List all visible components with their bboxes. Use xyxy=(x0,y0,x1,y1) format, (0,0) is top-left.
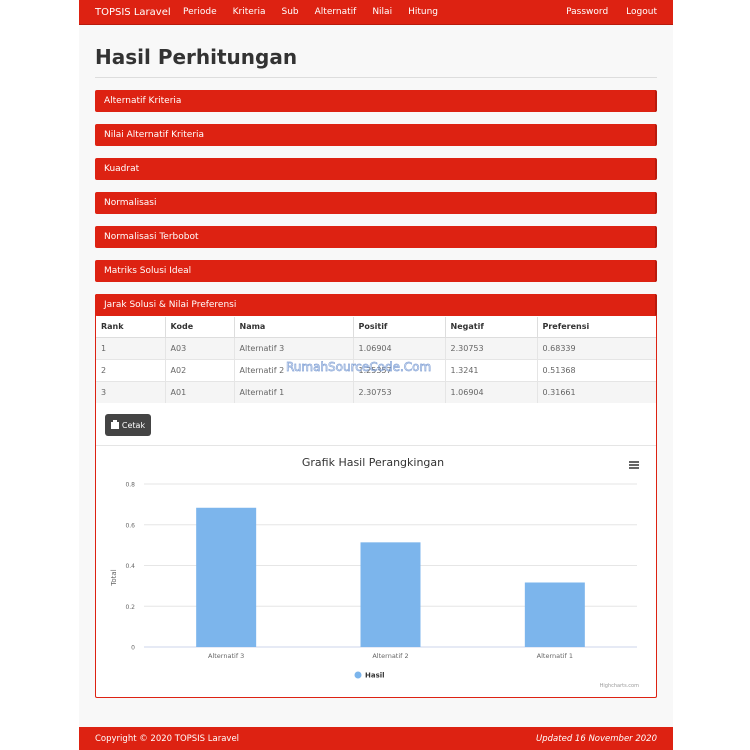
nav-item-password[interactable]: Password xyxy=(566,7,609,17)
footer: Copyright © 2020 TOPSIS Laravel Updated … xyxy=(79,727,673,750)
watermark: RumahSourceCode.Com xyxy=(286,360,432,375)
cell-negatif: 1.3241 xyxy=(445,358,538,381)
cell-nama: Alternatif 1 xyxy=(234,380,354,403)
cell-positif: 1.25357 xyxy=(353,358,446,381)
printer-icon xyxy=(110,419,119,429)
result-panel: Jarak Solusi & Nilai Preferensi Rank Kod… xyxy=(95,294,657,698)
col-header-negatif: Negatif xyxy=(445,317,538,338)
footer-copyright: Copyright © 2020 TOPSIS Laravel xyxy=(95,734,240,744)
ranking-chart: Grafik Hasil Perangkingan 0 0.2 0.4 0.6 0.8 T… xyxy=(104,453,642,693)
x-tick-label: Alternatif 1 xyxy=(537,652,573,660)
nav-menu: Periode Kriteria Sub Alternatif Nilai Hi… xyxy=(183,7,454,17)
bar xyxy=(360,542,421,647)
cell-kode: A02 xyxy=(165,358,235,381)
col-header-rank: Rank xyxy=(96,317,166,338)
nav-item-periode[interactable]: Periode xyxy=(183,7,217,17)
cell-rank: 1 xyxy=(96,336,166,359)
print-button-label: Cetak xyxy=(121,420,146,430)
chart-title: Grafik Hasil Perangkingan xyxy=(301,456,445,469)
cell-preferensi: 0.51368 xyxy=(537,358,656,381)
table-header-row: Rank Kode Nama Positif Negatif Preferens… xyxy=(96,317,656,338)
cell-kode: A01 xyxy=(165,380,235,403)
nav-item-nilai[interactable]: Nilai xyxy=(372,7,393,17)
panel-title: Matriks Solusi Ideal xyxy=(104,266,192,276)
cell-positif: 2.30753 xyxy=(353,380,446,403)
bar xyxy=(196,507,257,647)
legend-marker xyxy=(354,671,362,679)
y-tick-label: 0 xyxy=(131,645,135,652)
chart-credits[interactable]: Highcharts.com xyxy=(599,683,639,689)
x-tick-label: Alternatif 3 xyxy=(208,652,244,660)
panel-title: Normalisasi Terbobot xyxy=(104,232,199,242)
panel-title: Normalisasi xyxy=(104,198,157,208)
panel-nilai-alternatif-kriteria[interactable]: Nilai Alternatif Kriteria xyxy=(95,124,657,146)
table-row: 2 A02 Alternatif 2 1.25357 1.3241 0.5136… xyxy=(96,358,656,381)
col-header-kode: Kode xyxy=(165,317,235,338)
cell-positif: 1.06904 xyxy=(353,336,446,359)
col-header-preferensi: Preferensi xyxy=(537,317,656,338)
panel-title: Alternatif Kriteria xyxy=(104,96,182,106)
cell-rank: 2 xyxy=(96,358,166,381)
cell-preferensi: 0.68339 xyxy=(537,336,656,359)
nav-item-logout[interactable]: Logout xyxy=(626,7,657,17)
cell-preferensi: 0.31661 xyxy=(537,380,656,403)
top-navbar: TOPSIS Laravel Periode Kriteria Sub Alte… xyxy=(79,0,673,25)
cell-kode: A03 xyxy=(165,336,235,359)
chart-plot: 0 0.2 0.4 0.6 0.8 Total Alternatif 3 Alternatif… xyxy=(110,482,637,680)
y-tick-label: 0.8 xyxy=(125,482,135,489)
watermark-text: RumahSourceCode.Com xyxy=(286,360,431,374)
cell-negatif: 1.06904 xyxy=(445,380,538,403)
panel-matriks-solusi-ideal[interactable]: Matriks Solusi Ideal xyxy=(95,260,657,282)
title-divider xyxy=(95,77,657,78)
nav-item-sub[interactable]: Sub xyxy=(281,7,299,17)
table-row: 3 A01 Alternatif 1 2.30753 1.06904 0.316… xyxy=(96,380,656,403)
cell-negatif: 2.30753 xyxy=(445,336,538,359)
cell-nama: Alternatif 2 xyxy=(234,358,354,381)
col-header-nama: Nama xyxy=(234,317,354,338)
col-header-positif: Positif xyxy=(353,317,446,338)
panel-title: Jarak Solusi & Nilai Preferensi xyxy=(104,300,237,310)
cell-nama: Alternatif 3 xyxy=(234,336,354,359)
nav-item-alternatif[interactable]: Alternatif xyxy=(314,7,357,17)
y-tick-label: 0.2 xyxy=(125,604,135,611)
print-button[interactable]: Cetak xyxy=(105,414,151,436)
nav-item-kriteria[interactable]: Kriteria xyxy=(232,7,266,17)
panel-kuadrat[interactable]: Kuadrat xyxy=(95,158,657,180)
bar xyxy=(524,582,585,647)
table-row: 1 A03 Alternatif 3 1.06904 2.30753 0.683… xyxy=(96,336,656,359)
panel-alternatif-kriteria[interactable]: Alternatif Kriteria xyxy=(95,90,657,112)
y-tick-label: 0.4 xyxy=(125,563,135,570)
y-axis-title: Total xyxy=(110,569,118,586)
panel-title: Kuadrat xyxy=(104,164,140,174)
panel-normalisasi[interactable]: Normalisasi xyxy=(95,192,657,214)
y-tick-label: 0.6 xyxy=(125,522,135,529)
section-divider xyxy=(96,445,656,446)
panel-title: Nilai Alternatif Kriteria xyxy=(104,130,205,140)
panel-normalisasi-terbobot[interactable]: Normalisasi Terbobot xyxy=(95,226,657,248)
nav-item-hitung[interactable]: Hitung xyxy=(408,7,438,17)
nav-right-menu: Password Logout xyxy=(548,7,657,17)
cell-rank: 3 xyxy=(96,380,166,403)
page-title: Hasil Perhitungan xyxy=(95,45,298,69)
result-table: Rank Kode Nama Positif Negatif Preferens… xyxy=(96,317,656,403)
result-panel-header[interactable]: Jarak Solusi & Nilai Preferensi xyxy=(95,294,657,316)
legend-label: Hasil xyxy=(365,672,385,680)
footer-updated: Updated 16 November 2020 xyxy=(536,734,657,744)
brand-link[interactable]: TOPSIS Laravel xyxy=(95,7,171,18)
x-tick-label: Alternatif 2 xyxy=(372,652,408,660)
chart-menu-icon[interactable] xyxy=(629,461,639,469)
